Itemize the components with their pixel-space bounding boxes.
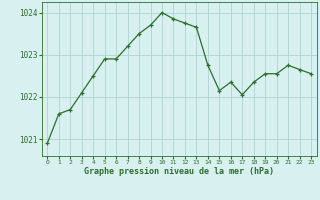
X-axis label: Graphe pression niveau de la mer (hPa): Graphe pression niveau de la mer (hPa) [84,167,274,176]
